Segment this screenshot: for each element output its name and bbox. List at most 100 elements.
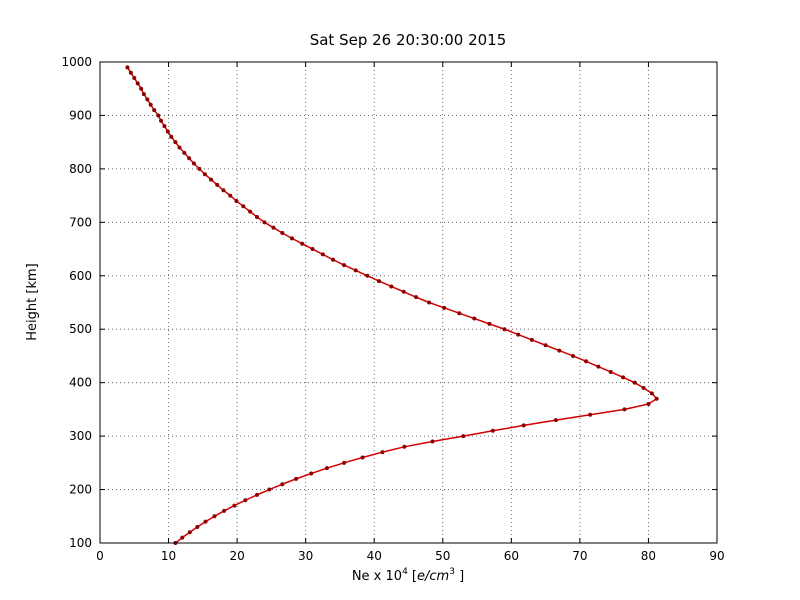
data-point xyxy=(139,86,144,91)
y-tick-label: 600 xyxy=(69,269,92,283)
x-axis-label: Ne x 104 [e/cm3 ] xyxy=(352,567,464,584)
data-point xyxy=(145,97,150,102)
x-label-bracket-open: [ xyxy=(408,569,417,584)
data-point xyxy=(300,241,305,246)
plot-area xyxy=(100,62,717,543)
y-tick-label: 100 xyxy=(69,536,92,550)
data-point xyxy=(195,524,200,529)
data-point xyxy=(132,76,137,81)
data-point xyxy=(571,353,576,358)
data-point xyxy=(248,209,253,214)
data-point xyxy=(442,305,447,310)
data-point xyxy=(135,81,140,86)
data-point xyxy=(289,236,294,241)
data-point xyxy=(557,348,562,353)
data-point xyxy=(177,145,182,150)
data-point xyxy=(377,279,382,284)
data-point xyxy=(490,428,495,433)
data-point xyxy=(197,166,202,171)
data-point xyxy=(173,140,178,145)
y-tick-label: 900 xyxy=(69,108,92,122)
chart-title: Sat Sep 26 20:30:00 2015 xyxy=(310,31,507,49)
y-axis-label: Height [km] xyxy=(25,263,40,340)
data-point xyxy=(202,172,207,177)
data-point xyxy=(165,129,170,134)
data-point xyxy=(141,92,146,97)
data-point xyxy=(324,466,329,471)
data-point xyxy=(254,492,259,497)
plot-border xyxy=(99,61,718,544)
data-point xyxy=(267,487,272,492)
data-point xyxy=(280,231,285,236)
data-point xyxy=(622,407,627,412)
data-point xyxy=(649,391,654,396)
data-point xyxy=(243,498,248,503)
data-point xyxy=(461,434,466,439)
data-point xyxy=(502,327,507,332)
x-tick-label: 30 xyxy=(298,549,313,563)
x-tick-label: 60 xyxy=(504,549,519,563)
data-point xyxy=(169,134,174,139)
axis-tick-labels: 0 10 20 30 40 50 60 70 80 90 100 200 300 400 500 600 700… xyxy=(61,55,724,563)
data-point xyxy=(209,177,214,182)
data-point xyxy=(402,444,407,449)
x-tick-label: 10 xyxy=(161,549,176,563)
x-tick-label: 70 xyxy=(572,549,587,563)
data-point xyxy=(262,220,267,225)
data-point xyxy=(596,364,601,369)
x-tick-label: 40 xyxy=(367,549,382,563)
data-point xyxy=(271,225,276,230)
x-tick-label: 80 xyxy=(641,549,656,563)
data-point xyxy=(162,124,167,129)
y-tick-label: 300 xyxy=(69,429,92,443)
data-point xyxy=(128,70,133,75)
data-point xyxy=(331,257,336,262)
data-point xyxy=(584,359,589,364)
data-series xyxy=(125,65,659,545)
x-label-units: e/cm xyxy=(417,569,449,584)
data-point xyxy=(588,412,593,417)
x-label-units-exponent: 3 xyxy=(449,567,455,577)
data-point xyxy=(232,503,237,508)
data-point xyxy=(521,423,526,428)
data-point xyxy=(234,198,239,203)
data-point xyxy=(203,519,208,524)
data-point xyxy=(241,204,246,209)
data-point xyxy=(427,300,432,305)
data-point xyxy=(228,193,233,198)
data-point xyxy=(353,268,358,273)
data-point xyxy=(148,102,153,107)
data-point xyxy=(389,284,394,289)
data-point xyxy=(191,161,196,166)
data-point xyxy=(222,508,227,513)
y-tick-label: 400 xyxy=(69,376,92,390)
y-tick-label: 200 xyxy=(69,483,92,497)
data-point xyxy=(156,113,161,118)
data-point xyxy=(280,482,285,487)
data-point xyxy=(646,402,651,407)
data-point xyxy=(553,418,558,423)
data-point xyxy=(543,343,548,348)
data-point xyxy=(529,337,534,342)
y-tick-label: 700 xyxy=(69,215,92,229)
data-point xyxy=(621,375,626,380)
x-label-bracket-close: ] xyxy=(455,569,464,584)
data-point xyxy=(180,535,185,540)
data-point xyxy=(187,156,192,161)
data-point xyxy=(212,514,217,519)
data-point xyxy=(487,321,492,326)
data-point xyxy=(342,263,347,268)
x-tick-label: 50 xyxy=(435,549,450,563)
data-point xyxy=(360,455,365,460)
x-label-exponent: 4 xyxy=(402,567,408,577)
data-point xyxy=(187,530,192,535)
data-point xyxy=(380,450,385,455)
data-point xyxy=(320,252,325,257)
data-point xyxy=(641,386,646,391)
x-label-prefix: Ne x 10 xyxy=(352,569,402,584)
data-point xyxy=(182,150,187,155)
data-point xyxy=(516,332,521,337)
data-point xyxy=(457,311,462,316)
